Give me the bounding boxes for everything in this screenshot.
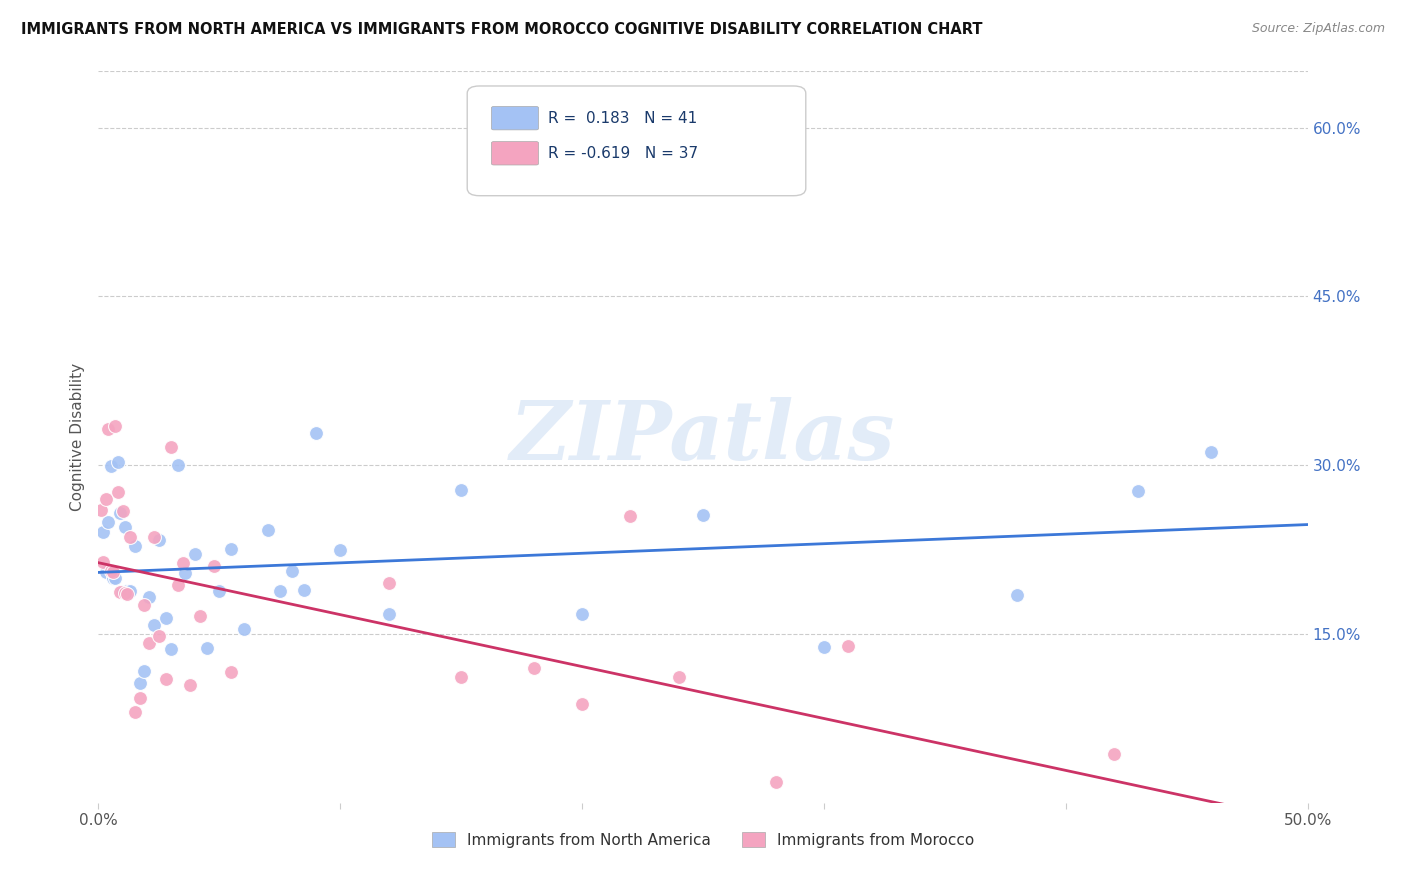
Point bbox=[91, 524, 114, 539]
Point bbox=[329, 543, 352, 558]
Point bbox=[934, 825, 956, 839]
Legend: Immigrants from North America, Immigrants from Morocco: Immigrants from North America, Immigrant… bbox=[426, 825, 980, 854]
Point bbox=[619, 508, 641, 523]
Point bbox=[1102, 747, 1125, 761]
Point bbox=[114, 520, 136, 534]
Point bbox=[117, 587, 139, 601]
Point bbox=[174, 566, 197, 580]
Point bbox=[118, 584, 141, 599]
FancyBboxPatch shape bbox=[492, 142, 538, 165]
Point bbox=[221, 541, 243, 556]
Point bbox=[101, 571, 124, 585]
Point bbox=[377, 607, 399, 622]
Point bbox=[167, 458, 190, 473]
Point bbox=[111, 504, 134, 518]
Point bbox=[118, 530, 141, 544]
Point bbox=[100, 565, 122, 579]
Point bbox=[104, 570, 127, 584]
Point bbox=[269, 584, 291, 599]
Y-axis label: Cognitive Disability: Cognitive Disability bbox=[69, 363, 84, 511]
Point bbox=[160, 440, 183, 454]
Point bbox=[155, 610, 177, 624]
Point bbox=[281, 564, 304, 578]
Point bbox=[143, 618, 166, 632]
Point bbox=[134, 599, 156, 613]
Point bbox=[138, 590, 160, 604]
Point bbox=[90, 503, 112, 517]
Point bbox=[208, 584, 231, 599]
Point bbox=[179, 678, 201, 692]
Point bbox=[100, 458, 122, 473]
Point bbox=[292, 583, 315, 598]
Point bbox=[668, 670, 690, 684]
Point bbox=[124, 539, 146, 553]
Point bbox=[1128, 483, 1150, 498]
Text: ZIPatlas: ZIPatlas bbox=[510, 397, 896, 477]
Point bbox=[138, 635, 160, 649]
Point bbox=[450, 670, 472, 684]
Point bbox=[305, 425, 328, 440]
Point bbox=[108, 585, 131, 599]
Text: Source: ZipAtlas.com: Source: ZipAtlas.com bbox=[1251, 22, 1385, 36]
Point bbox=[124, 705, 146, 719]
Point bbox=[571, 607, 593, 621]
Point bbox=[155, 672, 177, 686]
Point bbox=[1199, 445, 1222, 459]
Point bbox=[94, 565, 117, 579]
Point bbox=[107, 485, 129, 500]
Point bbox=[692, 508, 714, 523]
Point bbox=[160, 642, 183, 657]
Point bbox=[107, 455, 129, 469]
Point bbox=[813, 640, 835, 654]
Point bbox=[204, 559, 226, 574]
Point bbox=[256, 523, 278, 537]
FancyBboxPatch shape bbox=[492, 106, 538, 130]
Point bbox=[167, 578, 190, 592]
Point bbox=[143, 530, 166, 544]
Point bbox=[232, 622, 254, 636]
Point bbox=[97, 422, 120, 436]
Point bbox=[450, 483, 472, 497]
Point bbox=[571, 697, 593, 711]
Point bbox=[114, 586, 136, 600]
Point bbox=[184, 547, 207, 561]
Point bbox=[765, 775, 787, 789]
Point bbox=[188, 608, 211, 623]
Point bbox=[195, 641, 218, 656]
Point bbox=[148, 533, 170, 547]
Point bbox=[837, 640, 859, 654]
Point bbox=[221, 665, 243, 679]
Point bbox=[148, 629, 170, 643]
Text: R =  0.183   N = 41: R = 0.183 N = 41 bbox=[548, 111, 697, 126]
Point bbox=[128, 676, 150, 690]
Point bbox=[101, 565, 124, 579]
Point bbox=[1007, 588, 1029, 602]
Point bbox=[104, 419, 127, 434]
Point bbox=[97, 515, 120, 529]
Point bbox=[172, 556, 194, 570]
Text: IMMIGRANTS FROM NORTH AMERICA VS IMMIGRANTS FROM MOROCCO COGNITIVE DISABILITY CO: IMMIGRANTS FROM NORTH AMERICA VS IMMIGRA… bbox=[21, 22, 983, 37]
Text: R = -0.619   N = 37: R = -0.619 N = 37 bbox=[548, 145, 699, 161]
Point bbox=[91, 555, 114, 569]
Point bbox=[377, 575, 399, 590]
Point bbox=[111, 585, 134, 599]
Point bbox=[134, 664, 156, 678]
Point bbox=[523, 661, 546, 675]
FancyBboxPatch shape bbox=[467, 86, 806, 195]
Point bbox=[108, 507, 131, 521]
Point bbox=[128, 691, 150, 706]
Point bbox=[117, 584, 139, 599]
Point bbox=[94, 492, 117, 507]
